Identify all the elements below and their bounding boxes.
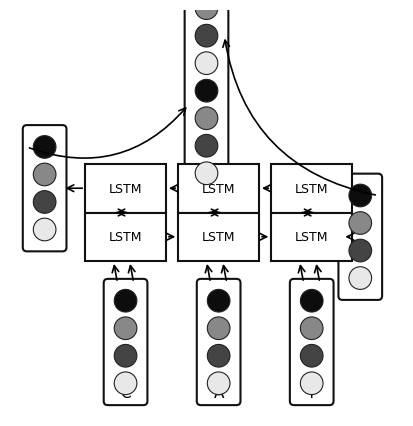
Circle shape — [33, 136, 56, 159]
FancyBboxPatch shape — [104, 279, 147, 405]
Circle shape — [33, 191, 56, 214]
FancyBboxPatch shape — [85, 213, 166, 262]
Text: A: A — [214, 385, 224, 400]
FancyBboxPatch shape — [271, 164, 352, 213]
FancyBboxPatch shape — [338, 174, 382, 300]
FancyBboxPatch shape — [23, 126, 66, 252]
Circle shape — [349, 240, 372, 262]
Circle shape — [207, 317, 230, 340]
Circle shape — [300, 345, 323, 367]
Circle shape — [207, 290, 230, 312]
FancyBboxPatch shape — [197, 279, 240, 405]
Circle shape — [195, 163, 218, 185]
FancyBboxPatch shape — [271, 213, 352, 262]
FancyBboxPatch shape — [178, 213, 259, 262]
Text: LSTM: LSTM — [109, 182, 142, 195]
Text: T: T — [307, 385, 316, 400]
Text: LSTM: LSTM — [295, 231, 328, 244]
Text: C: C — [120, 385, 131, 400]
Circle shape — [349, 212, 372, 235]
Circle shape — [195, 80, 218, 103]
FancyBboxPatch shape — [85, 164, 166, 213]
Circle shape — [195, 108, 218, 130]
Circle shape — [207, 345, 230, 367]
FancyBboxPatch shape — [185, 0, 228, 196]
Circle shape — [195, 53, 218, 75]
Circle shape — [195, 25, 218, 48]
Circle shape — [207, 372, 230, 394]
Circle shape — [300, 372, 323, 394]
Text: LSTM: LSTM — [295, 182, 328, 195]
Text: LSTM: LSTM — [202, 231, 235, 244]
Circle shape — [114, 317, 137, 340]
FancyBboxPatch shape — [178, 164, 259, 213]
Circle shape — [300, 317, 323, 340]
FancyBboxPatch shape — [290, 279, 334, 405]
Text: LSTM: LSTM — [202, 182, 235, 195]
Circle shape — [349, 185, 372, 207]
Text: LSTM: LSTM — [109, 231, 142, 244]
Circle shape — [33, 219, 56, 241]
Circle shape — [195, 0, 218, 20]
Circle shape — [300, 290, 323, 312]
Circle shape — [33, 164, 56, 186]
Circle shape — [114, 345, 137, 367]
Circle shape — [349, 267, 372, 290]
Circle shape — [114, 290, 137, 312]
Circle shape — [195, 135, 218, 158]
Circle shape — [114, 372, 137, 394]
